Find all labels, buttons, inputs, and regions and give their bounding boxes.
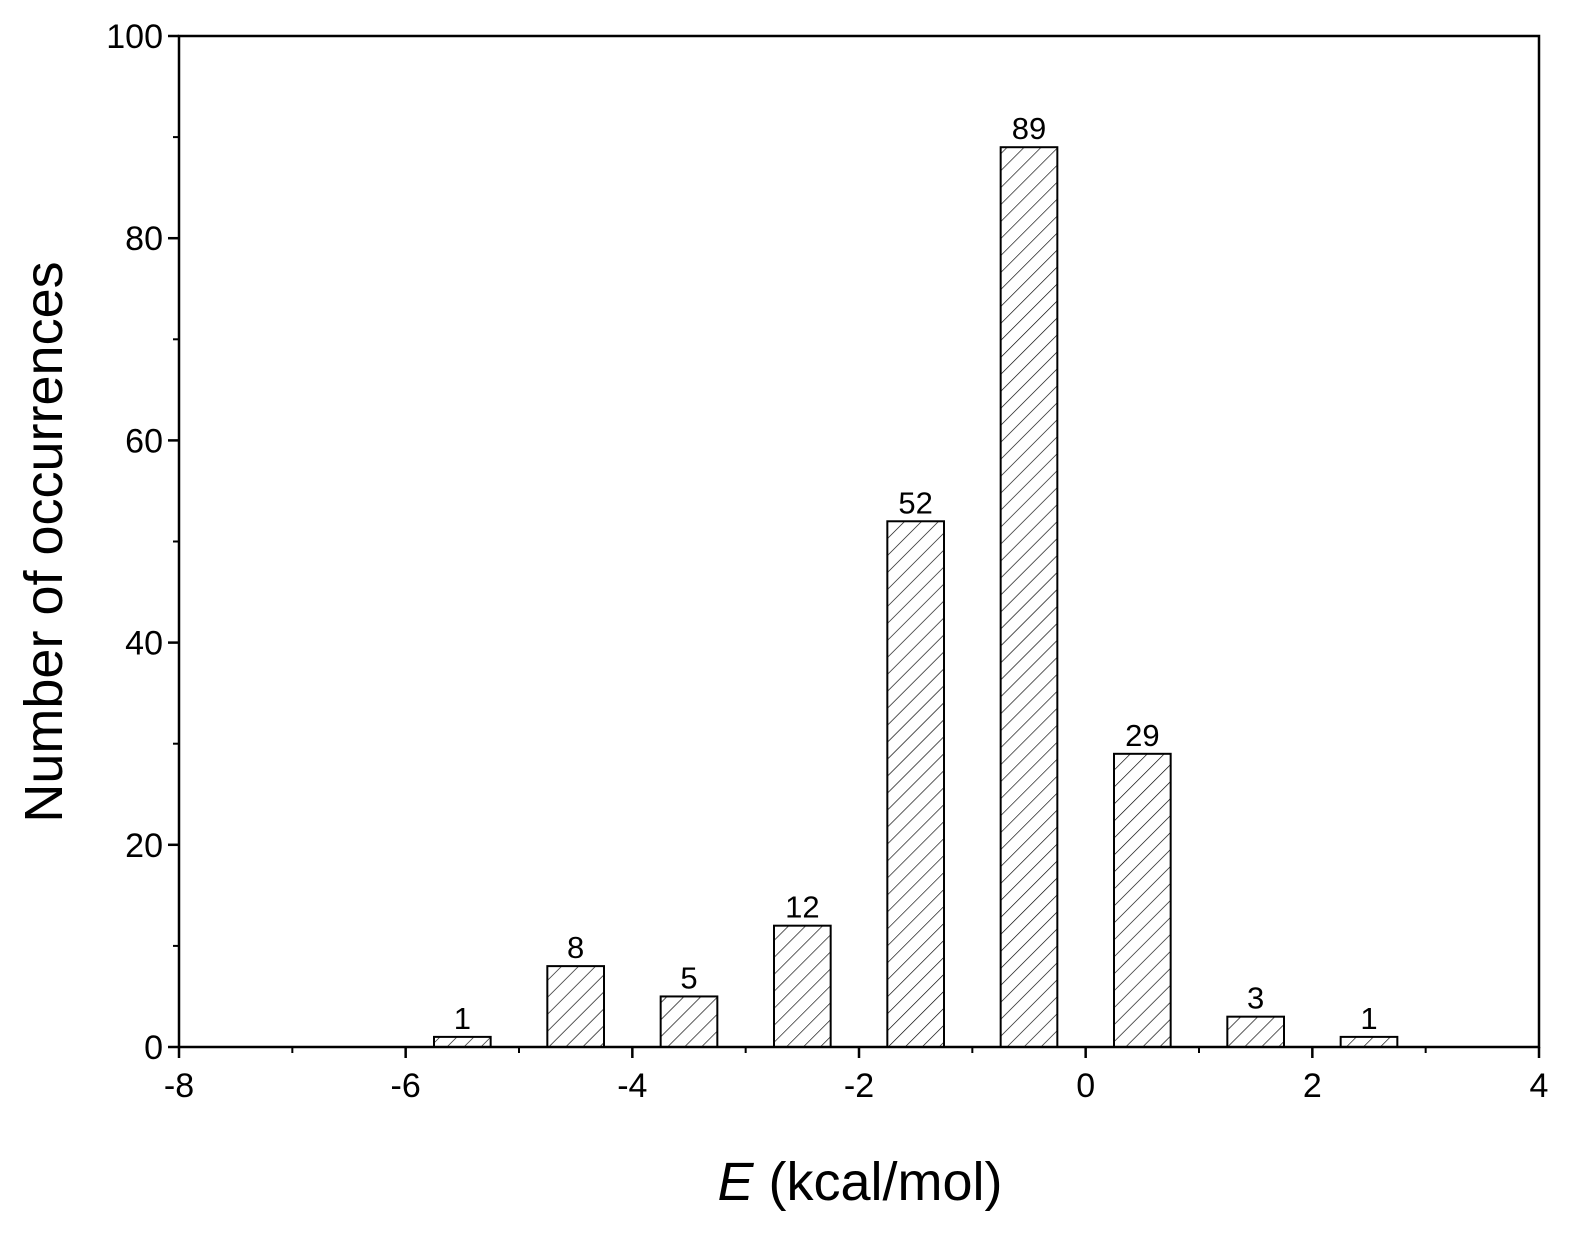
- y-tick-label: 60: [125, 422, 163, 460]
- y-axis-title: Number of occurrences: [14, 261, 74, 822]
- y-tick-label: 80: [125, 220, 163, 258]
- value-label: 8: [567, 930, 584, 965]
- value-label: 52: [898, 485, 932, 520]
- value-label: 3: [1247, 981, 1264, 1016]
- x-axis-unit: [754, 1152, 769, 1212]
- bar: [1113, 752, 1172, 1048]
- bar: [886, 520, 945, 1048]
- bar: [1226, 1015, 1286, 1048]
- x-tick-label: -4: [617, 1067, 647, 1105]
- x-tick-label: -8: [164, 1067, 194, 1105]
- bar: [433, 1035, 492, 1049]
- bar: [1339, 1035, 1399, 1049]
- x-tick-label: 4: [1530, 1067, 1549, 1105]
- bar: [546, 965, 605, 1048]
- value-label: 29: [1125, 718, 1159, 753]
- x-tick-label: -6: [391, 1067, 421, 1105]
- value-label: 89: [1012, 111, 1046, 146]
- bar: [659, 995, 719, 1049]
- value-label: 1: [1360, 1001, 1377, 1036]
- y-tick-label: 0: [144, 1029, 163, 1067]
- plot-frame: [177, 34, 1541, 1049]
- x-axis-title: E (kcal/mol): [717, 1152, 1002, 1212]
- value-label: 1: [454, 1001, 471, 1036]
- x-tick-label: 0: [1076, 1067, 1095, 1105]
- y-tick-label: 100: [106, 18, 163, 56]
- y-tick-label: 40: [125, 625, 163, 663]
- value-label: 12: [785, 890, 819, 925]
- bar: [773, 924, 832, 1048]
- value-label: 5: [680, 960, 697, 995]
- x-axis-symbol: E: [717, 1152, 754, 1212]
- x-axis-unit: (kcal/mol): [769, 1152, 1003, 1212]
- x-tick-label: 2: [1303, 1067, 1322, 1105]
- x-tick-label: -2: [844, 1067, 874, 1105]
- y-tick-label: 20: [125, 827, 163, 865]
- bar: [999, 146, 1059, 1048]
